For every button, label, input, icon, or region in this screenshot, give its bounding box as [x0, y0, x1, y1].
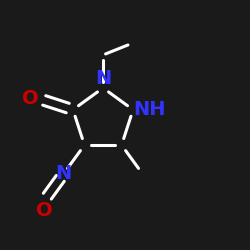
Text: N: N: [95, 69, 111, 88]
Text: O: O: [22, 89, 39, 108]
Text: O: O: [36, 200, 52, 220]
Text: N: N: [55, 164, 72, 184]
Text: NH: NH: [133, 100, 166, 119]
